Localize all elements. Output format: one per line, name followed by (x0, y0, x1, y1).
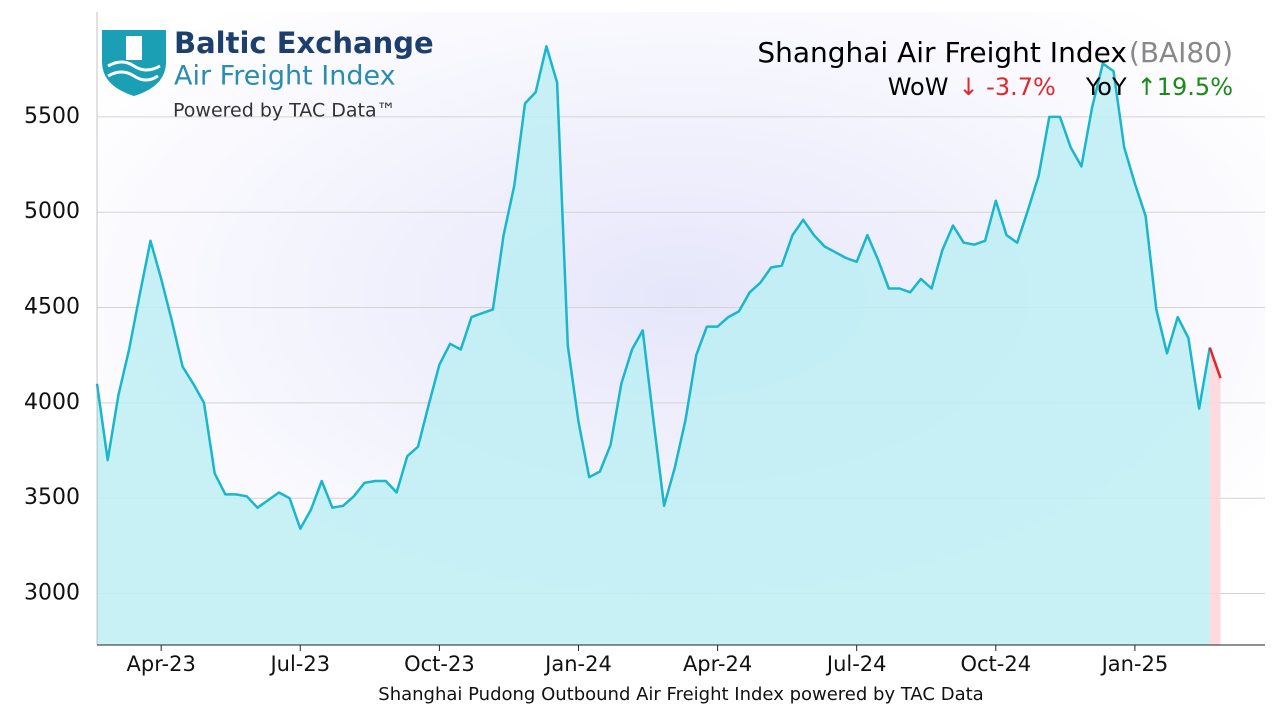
y-tick-label: 5500 (24, 104, 80, 129)
index-line (95, 45, 1212, 530)
y-tick-label: 4000 (24, 390, 80, 415)
x-tick-label: Jan-24 (543, 652, 612, 676)
change-stats: WoW ↓ -3.7% YoY ↑19.5% (888, 73, 1233, 101)
logo-waves (107, 60, 161, 82)
title-text: Shanghai Air Freight Index (757, 36, 1127, 69)
index-line-area (97, 46, 1210, 646)
x-tick-label: Jul-24 (825, 652, 887, 676)
wow-value: ↓ -3.7% (958, 73, 1055, 101)
chart-title: Shanghai Air Freight Index(BAI80) (757, 36, 1233, 69)
yoy-value: ↑19.5% (1137, 73, 1233, 101)
x-axis-title: Shanghai Pudong Outbound Air Freight Ind… (378, 684, 983, 705)
y-tick-label: 3000 (24, 581, 80, 606)
y-tick-label: 3500 (24, 485, 80, 510)
x-tick-label: Oct-24 (960, 652, 1031, 676)
logo-tower (126, 36, 142, 60)
y-tick-label: 5000 (24, 199, 80, 224)
wow-label: WoW (888, 73, 949, 101)
logo: Baltic Exchange Air Freight Index Powere… (102, 26, 434, 122)
x-tick-label: Apr-23 (127, 652, 196, 676)
title-code: (BAI80) (1129, 36, 1233, 69)
yoy-label: YoY (1085, 73, 1127, 101)
x-tick-label: Jan-25 (1100, 652, 1169, 676)
logo-tagline: Powered by TAC Data™ (173, 100, 396, 122)
plot-area (95, 45, 1265, 646)
x-tick-label: Jul-23 (268, 652, 330, 676)
y-tick-label: 4500 (24, 295, 80, 320)
logo-product: Air Freight Index (174, 61, 396, 92)
latest-change-line-area (1209, 347, 1221, 645)
x-tick-label: Apr-24 (683, 652, 752, 676)
latest-change-line (1208, 347, 1222, 379)
logo-name: Baltic Exchange (174, 26, 434, 60)
x-tick-label: Oct-23 (404, 652, 475, 676)
